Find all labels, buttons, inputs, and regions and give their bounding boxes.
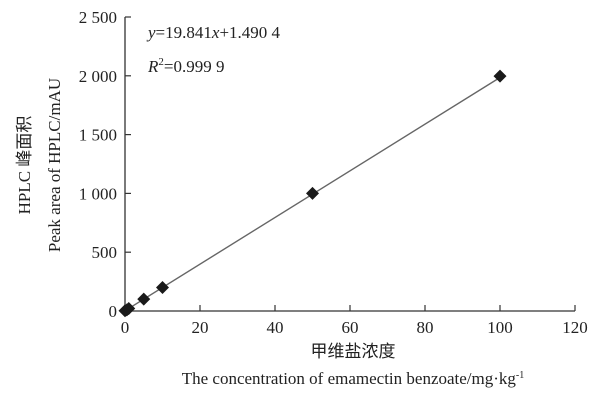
- x-axis-title-en: The concentration of emamectin benzoate/…: [182, 369, 525, 388]
- y-tick-label: 2 500: [79, 8, 117, 27]
- r-squared-label: R2=0.999 9: [147, 56, 224, 76]
- x-tick-label: 0: [121, 318, 130, 337]
- x-tick-label: 80: [417, 318, 434, 337]
- y-tick-label: 1 500: [79, 126, 117, 145]
- x-tick-label: 120: [562, 318, 588, 337]
- y-axis-title-cn: HPLC 峰面积: [15, 116, 34, 215]
- y-tick-label: 2 000: [79, 67, 117, 86]
- r2-value: =0.999 9: [164, 57, 225, 76]
- y-tick-label: 1 000: [79, 184, 117, 203]
- y-tick-label: 0: [109, 302, 118, 321]
- data-point-diamond: [306, 186, 319, 200]
- r2-superscript: 2: [158, 56, 164, 68]
- y-ticks: 0 500 1 000 1 500 2 000 2 500: [79, 8, 131, 321]
- x-axis-title-cn: 甲维盐浓度: [311, 342, 396, 361]
- data-point-diamond: [156, 280, 169, 294]
- x-ticks: 0 20 40 60 80 100 120: [121, 305, 588, 337]
- data-point-diamond: [122, 302, 136, 316]
- x-tick-label: 20: [192, 318, 209, 337]
- r2-r-symbol: R: [147, 57, 159, 76]
- x-tick-label: 60: [342, 318, 359, 337]
- eq-intercept-part: +1.490 4: [219, 23, 280, 42]
- regression-equation: y=19.841x+1.490 4: [146, 23, 281, 42]
- eq-slope-part: =19.841: [156, 23, 212, 42]
- y-axis-title-en: Peak area of HPLC/mAU: [45, 78, 64, 252]
- eq-x-symbol: x: [211, 23, 220, 42]
- data-point-diamond: [137, 292, 151, 306]
- data-points: [118, 69, 507, 318]
- y-tick-label: 500: [92, 243, 118, 262]
- x-axis-title-en-main: The concentration of emamectin benzoate/…: [182, 369, 517, 388]
- x-axis-title-en-sup: -1: [516, 370, 524, 381]
- x-tick-label: 100: [487, 318, 513, 337]
- data-point-diamond: [493, 69, 507, 83]
- eq-y-symbol: y: [146, 23, 156, 42]
- x-tick-label: 40: [267, 318, 284, 337]
